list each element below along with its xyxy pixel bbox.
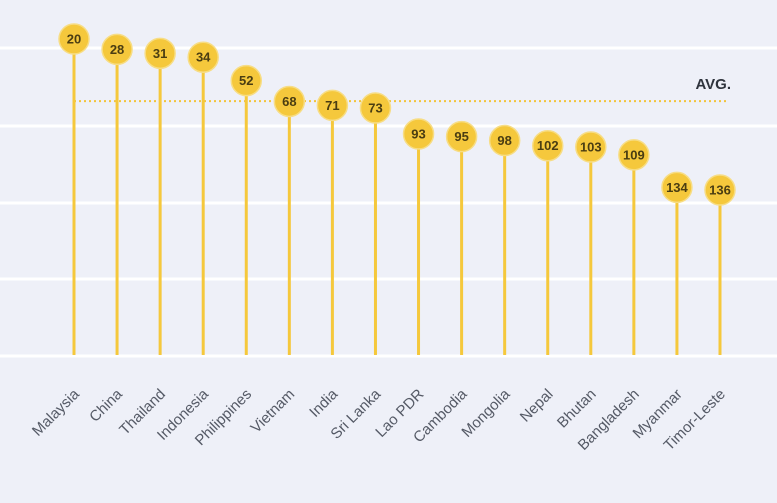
value-label-5: 68 [282, 94, 296, 109]
dot-11 [531, 129, 564, 162]
value-label-9: 95 [454, 129, 468, 144]
dot-13 [618, 139, 650, 171]
dot-8 [402, 118, 435, 150]
category-label-6: India [306, 385, 341, 420]
category-label-0: Malaysia [29, 385, 83, 439]
value-label-15: 136 [709, 183, 731, 198]
category-label-1: China [86, 385, 126, 425]
dot-14 [661, 171, 693, 204]
dot-3 [187, 41, 219, 73]
dot-0 [58, 23, 90, 55]
category-label-11: Nepal [517, 386, 557, 426]
dot-6 [316, 89, 349, 122]
dot-7 [359, 92, 392, 124]
category-labels: Malaysia ChinaThailandIndonesiaPhilippine… [29, 385, 729, 454]
dot-4 [230, 64, 263, 97]
value-label-10: 98 [497, 133, 511, 148]
value-label-12: 103 [580, 140, 602, 155]
avg-label: AVG. [695, 76, 731, 93]
value-label-8: 93 [411, 127, 425, 142]
dot-9 [445, 120, 478, 153]
dot-1 [101, 33, 133, 66]
lollipop-marks: 20 28 31 34 52 68 71 73 93 95 98 102 103 109 134 136 [58, 23, 736, 355]
value-label-7: 73 [368, 100, 382, 115]
dot-5 [273, 85, 306, 118]
value-label-1: 28 [110, 42, 124, 57]
dot-2 [144, 37, 176, 70]
value-label-6: 71 [325, 98, 339, 113]
dot-10 [488, 124, 521, 157]
category-label-10: Mongolia [458, 385, 514, 441]
average-reference: AVG. [74, 76, 731, 103]
dot-12 [575, 131, 607, 163]
dot-15 [704, 174, 736, 206]
gridlines [0, 46, 777, 358]
value-label-0: 20 [67, 32, 81, 47]
category-label-5: Vietnam [247, 386, 298, 437]
value-label-2: 31 [153, 46, 167, 61]
value-label-13: 109 [623, 147, 645, 162]
value-label-14: 134 [666, 180, 688, 195]
value-label-3: 34 [196, 50, 211, 65]
value-label-11: 102 [537, 138, 559, 153]
value-label-4: 52 [239, 73, 253, 88]
